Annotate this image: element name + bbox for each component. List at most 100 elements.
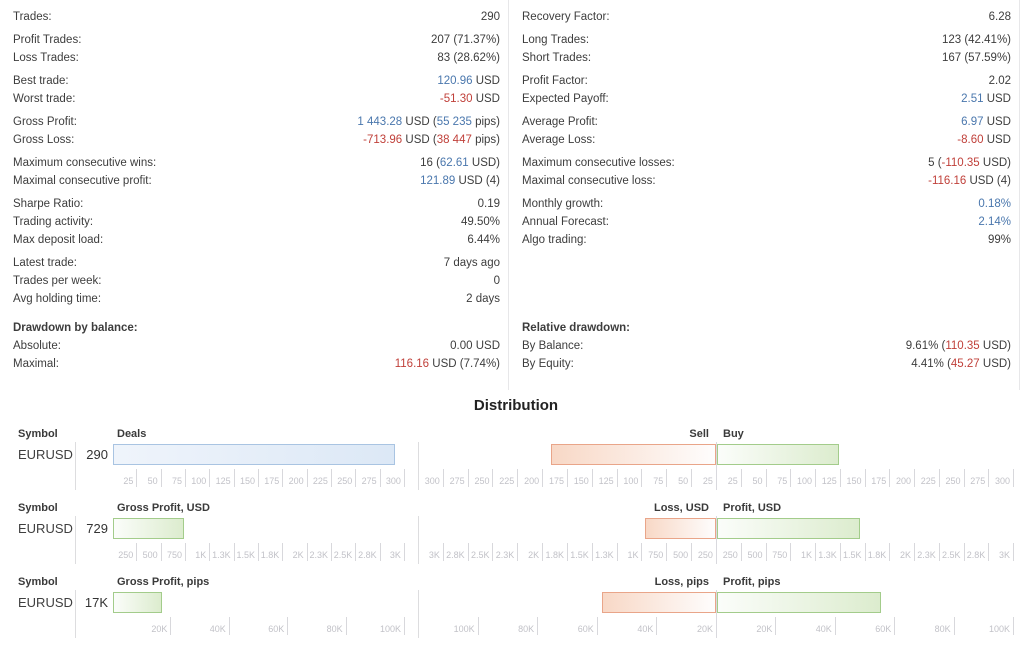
axis-tick: 40K <box>598 617 658 635</box>
axis-tick-label: 250 <box>697 550 713 560</box>
axis-tick-label: 1.3K <box>818 550 837 560</box>
axis-tick-label: 500 <box>673 550 689 560</box>
symbol-value: 290 <box>75 442 113 468</box>
right-chart-axis-area: 300 275 250 225 200 175 150 125 100 75 50 25 25 50 75 1… <box>418 468 1014 490</box>
axis-tick-label: 275 <box>361 476 377 486</box>
stat-value: 6.97 USD <box>961 113 1011 131</box>
axis-tick-label: 1.3K <box>595 550 614 560</box>
axis-tick: 25 <box>692 469 716 487</box>
axis-tick: 100 <box>791 469 816 487</box>
axis-tick-label: 750 <box>648 550 664 560</box>
stat-group: Maximum consecutive wins: 16 (62.61 USD) M… <box>13 154 500 190</box>
stat-row: Trades: 290 <box>13 8 500 26</box>
axis-tick-label: 300 <box>385 476 401 486</box>
axis-tick: 1.3K <box>593 543 618 561</box>
stat-value-part: 2.02 <box>988 75 1011 87</box>
stat-row: Avg holding time: 2 days <box>13 290 500 308</box>
stat-label: Maximum consecutive losses: <box>522 157 675 169</box>
axis-tick: 225 <box>493 469 519 487</box>
axis-tick: 20K <box>657 617 716 635</box>
axis-tick-label: 25 <box>123 476 134 486</box>
axis-tick-label: 250 <box>722 550 738 560</box>
axis-tick-label: 125 <box>215 476 231 486</box>
left-chart-axis: 250 500 750 1K 1.3K 1.5K 1.8K 2K 2.3K 2.5K 2.8K 3K <box>113 543 405 561</box>
stat-label: Max deposit load: <box>13 234 104 246</box>
stat-value: 290 <box>481 8 500 26</box>
stat-row: Short Trades: 167 (57.59%) <box>522 49 1011 67</box>
neg-half <box>419 516 716 542</box>
distribution-row: Symbol Deals Sell Buy EURUSD 290 25 50 75 100 125 1… <box>18 426 1014 490</box>
neg-chart-title: Sell <box>689 428 709 440</box>
neg-half <box>419 590 716 616</box>
stat-value: 2.51 USD <box>961 90 1011 108</box>
stat-value-part: USD (4) <box>966 175 1011 187</box>
axis-tick: 2.3K <box>493 543 519 561</box>
distribution-row: Symbol Gross Profit, pips Loss, pips Profit… <box>18 574 1015 638</box>
pos-chart-title: Profit, pips <box>723 576 781 588</box>
left-chart-bar <box>113 444 396 465</box>
stat-value: 16 (62.61 USD) <box>420 154 500 172</box>
stat-value-part: 55 235 <box>436 116 472 128</box>
stat-value: 2 days <box>466 290 500 308</box>
stat-value-part: USD ( <box>402 116 437 128</box>
axis-tick: 1K <box>186 543 211 561</box>
stat-value-part: -51.30 <box>439 93 473 105</box>
symbol-column-header: Symbol <box>18 428 58 440</box>
stat-value: -51.30 USD <box>440 90 500 108</box>
stat-value-part: 5 ( <box>928 157 942 169</box>
stat-group: Maximum consecutive losses: 5 (-110.35 US… <box>522 154 1011 190</box>
stat-value-part: 6.28 <box>988 11 1011 23</box>
stat-value: 116.16 USD (7.74%) <box>395 355 500 373</box>
axis-spacer-cell <box>75 542 113 564</box>
mirrored-halves <box>419 590 1014 616</box>
stat-group: Profit Factor: 2.02 Expected Payoff: 2.51 U… <box>522 72 1011 108</box>
axis-tick: 200 <box>283 469 308 487</box>
stat-label: Recovery Factor: <box>522 11 610 23</box>
symbol-label: EURUSD <box>18 447 73 462</box>
stat-value: 83 (28.62%) <box>437 49 500 67</box>
axis-tick-label: 200 <box>524 476 540 486</box>
stat-value-part: 49.50% <box>460 216 500 228</box>
pos-axis: 25 50 75 100 125 150 175 200 225 250 275 300 <box>717 469 1014 487</box>
axis-tick-label: 25 <box>727 476 738 486</box>
stat-value: 123 (42.41%) <box>942 31 1011 49</box>
stat-value-part: pips) <box>471 116 500 128</box>
axis-tick: 25 <box>717 469 742 487</box>
stat-value: 2.14% <box>978 213 1011 231</box>
axis-tick-label: 125 <box>821 476 837 486</box>
stat-value-part: 207 (71.37%) <box>430 34 500 46</box>
axis-tick-label: 80K <box>326 624 343 634</box>
axis-tick: 250 <box>717 543 742 561</box>
axis-tick-label: 225 <box>920 476 936 486</box>
stat-label: Worst trade: <box>13 93 76 105</box>
axis-tick-label: 2.5K <box>941 550 961 560</box>
left-chart-axis-area: 250 500 750 1K 1.3K 1.5K 1.8K 2K 2.3K 2.5K 2.8K 3K <box>113 542 418 564</box>
stat-value-part: USD) <box>468 157 500 169</box>
neg-axis: 100K 80K 60K 40K 20K <box>419 617 716 635</box>
stat-value-part: 110.35 <box>945 340 980 352</box>
axis-tick-label: 50 <box>752 476 763 486</box>
axis-tick: 2.5K <box>940 543 965 561</box>
stat-row: Drawdown by balance: <box>13 319 500 337</box>
axis-tick-label: 1.5K <box>842 550 862 560</box>
axis-tick: 275 <box>356 469 381 487</box>
right-chart-bar-area <box>418 442 1014 468</box>
stats-section: Trades: 290 Profit Trades: 207 (71.37%) Loss… <box>13 0 1020 390</box>
stat-value-part: 116.16 <box>394 358 430 370</box>
mirrored-halves <box>419 516 1014 542</box>
stat-group: Long Trades: 123 (42.41%) Short Trades: 167… <box>522 31 1011 67</box>
axis-tick: 200 <box>518 469 544 487</box>
mirrored-axis-halves: 300 275 250 225 200 175 150 125 100 75 50 25 25 50 75 1… <box>419 468 1014 490</box>
axis-tick: 150 <box>235 469 259 487</box>
axis-tick-label: 3K <box>998 550 1010 560</box>
symbol-column-header: Symbol <box>18 502 58 514</box>
axis-tick-label: 20K <box>151 624 168 634</box>
stat-value-part: 99% <box>987 234 1011 246</box>
stat-label: Annual Forecast: <box>522 216 609 228</box>
stat-value: 6.44% <box>467 231 500 249</box>
stat-row: Recovery Factor: 6.28 <box>522 8 1011 26</box>
axis-tick: 1.3K <box>816 543 841 561</box>
stat-value: 49.50% <box>461 213 500 231</box>
axis-tick: 275 <box>444 469 469 487</box>
axis-tick: 50 <box>742 469 767 487</box>
